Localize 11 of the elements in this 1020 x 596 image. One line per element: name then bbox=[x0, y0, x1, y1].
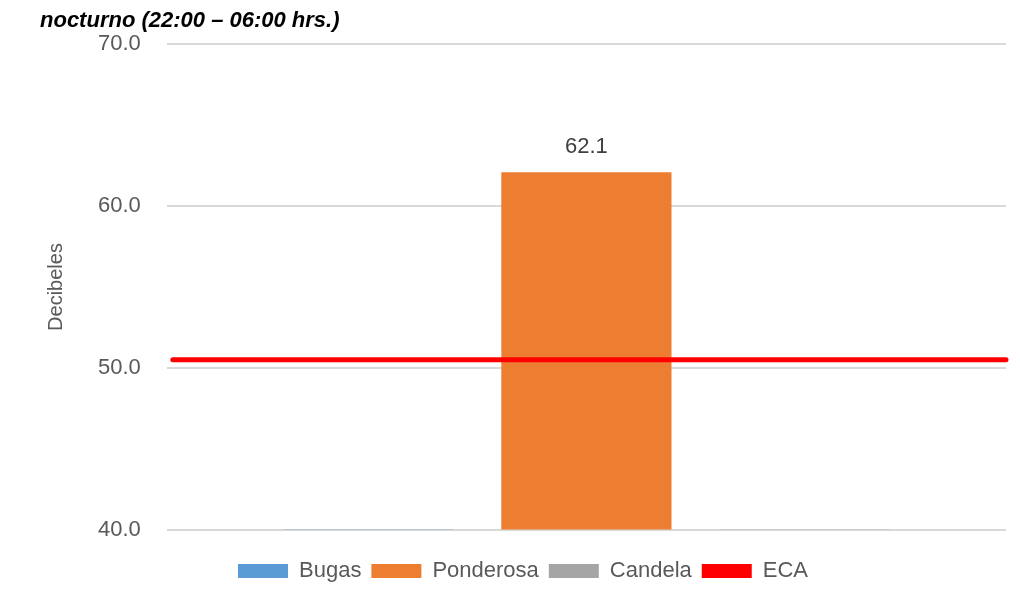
legend-label: ECA bbox=[762, 557, 809, 583]
y-axis-title: Decibeles bbox=[43, 243, 66, 331]
y-tick-label: 40.0 bbox=[97, 515, 141, 541]
legend-label: Ponderosa bbox=[432, 557, 540, 583]
y-tick-label: 50.0 bbox=[97, 353, 141, 379]
y-tick-label: 60.0 bbox=[97, 192, 141, 218]
legend-label: Bugas bbox=[299, 557, 362, 583]
y-tick-label: 70.0 bbox=[97, 30, 141, 56]
chart-title: nocturno (22:00 – 06:00 hrs.) bbox=[40, 7, 340, 33]
data-label: 62.1 bbox=[565, 133, 608, 159]
legend-label: Candela bbox=[609, 557, 693, 583]
